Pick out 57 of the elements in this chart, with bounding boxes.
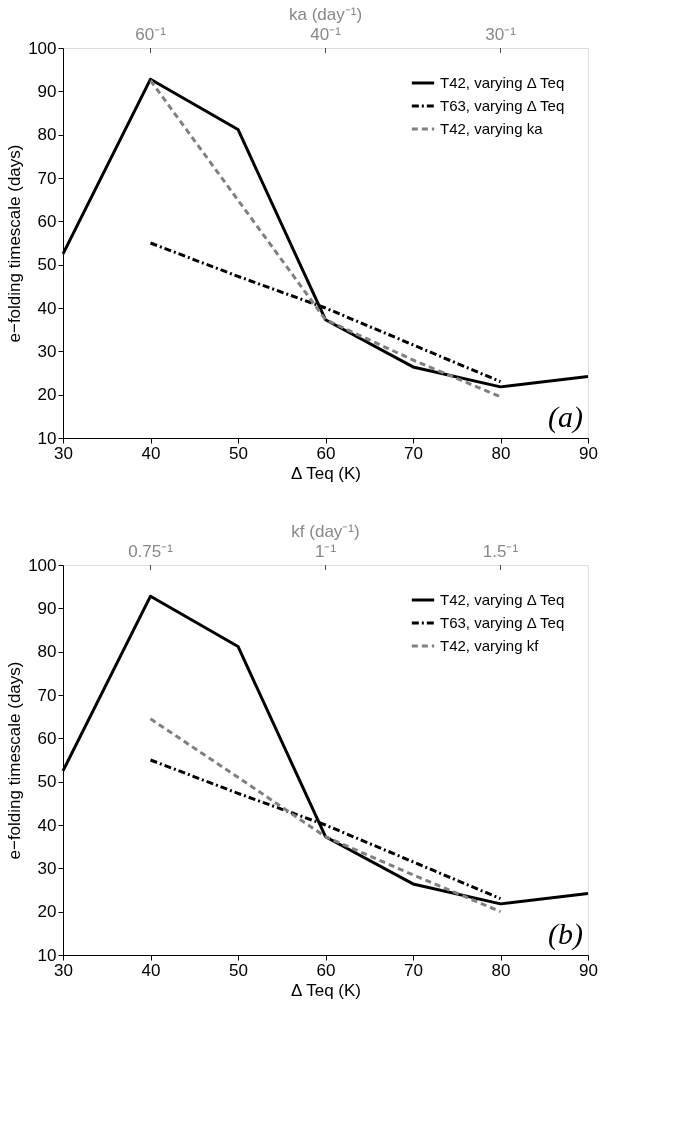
x-tick-label: 60 (316, 960, 336, 980)
y-tick-label: 10 (37, 945, 57, 965)
x-tick-label: 70 (404, 960, 423, 980)
text: 1⁻¹ (314, 542, 337, 561)
y-tick-label: 40 (37, 815, 57, 835)
line-series (149, 241, 502, 384)
y-tick-label: 60 (37, 728, 57, 748)
x-tick-label: 90 (579, 960, 598, 980)
x-axis-title: Δ Teq (K) (291, 980, 361, 1000)
line-series (149, 717, 502, 914)
line-series (149, 758, 502, 901)
text: 0.75⁻¹ (128, 542, 174, 561)
y-tick-label: 50 (37, 772, 57, 792)
annotation: (b) (548, 917, 584, 951)
y-tick-label: 70 (37, 685, 57, 705)
y-tick-label: 90 (37, 81, 57, 101)
x-tick-label: 80 (491, 443, 511, 463)
y-tick-label: 20 (37, 385, 57, 405)
x-tick-label: 50 (229, 960, 248, 980)
legend-label: T42, varying ka (440, 120, 544, 137)
x-tick-label: 30 (54, 960, 73, 980)
x-tick-label: 70 (404, 443, 423, 463)
y-tick-label: 90 (37, 598, 57, 618)
y-tick-label: 70 (37, 168, 57, 188)
legend-label: T42, varying Δ Teq (440, 591, 565, 608)
y-axis-title: e−folding timescale (days) (5, 661, 25, 860)
x-tick-label: 80 (491, 960, 511, 980)
x2-axis-title: ka (day⁻¹) (288, 5, 363, 24)
x-tick-label: 40 (141, 443, 161, 463)
y-axis-title: e−folding timescale (days) (5, 144, 25, 343)
x-tick-label: 90 (579, 443, 598, 463)
y-tick-label: 100 (28, 555, 57, 575)
x-tick-label: 40 (141, 960, 161, 980)
legend-label: T42, varying kf (440, 637, 540, 654)
y-tick-label: 80 (37, 642, 57, 662)
x-axis-title: Δ Teq (K) (291, 463, 361, 483)
text: 1.5⁻¹ (482, 542, 519, 561)
text: 60⁻¹ (135, 25, 167, 44)
x-tick-label: 50 (229, 443, 248, 463)
y-tick-label: 40 (37, 298, 57, 318)
x2-axis-title: kf (day⁻¹) (291, 522, 360, 541)
text: 40⁻¹ (310, 25, 342, 44)
y-tick-label: 100 (28, 38, 57, 58)
text: 30⁻¹ (485, 25, 517, 44)
y-tick-label: 80 (37, 125, 57, 145)
y-tick-label: 30 (37, 858, 57, 878)
y-tick-label: 20 (37, 902, 57, 922)
y-tick-label: 30 (37, 341, 57, 361)
y-tick-label: 10 (37, 428, 57, 448)
annotation: (a) (548, 400, 584, 434)
y-tick-label: 60 (37, 211, 57, 231)
legend-label: T63, varying Δ Teq (440, 97, 565, 114)
y-tick-label: 50 (37, 255, 57, 275)
legend-label: T42, varying Δ Teq (440, 74, 565, 91)
x-tick-label: 60 (316, 443, 336, 463)
legend-label: T63, varying Δ Teq (440, 614, 565, 631)
x-tick-label: 30 (54, 443, 73, 463)
